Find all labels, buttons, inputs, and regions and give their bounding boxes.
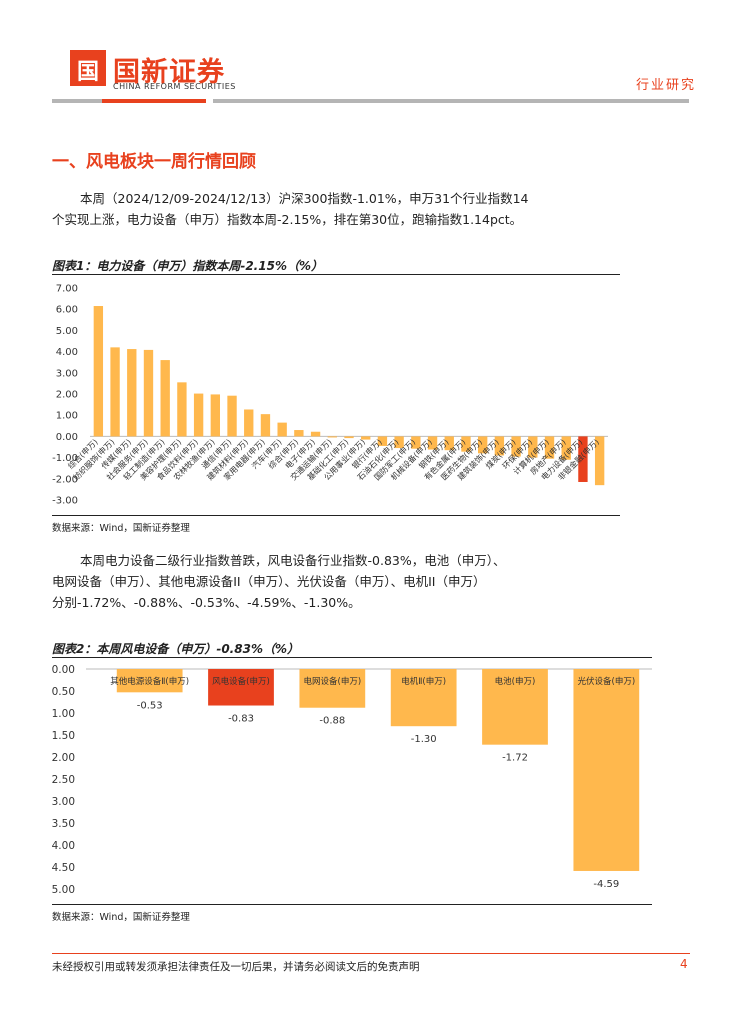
chart2: 0.00 -0.50 -1.00 -1.50 -2.00 -2.50 -3.00 -3.50 -… bbox=[52, 664, 652, 896]
chart2-category-label: 风电设备(申万) bbox=[212, 676, 270, 687]
section-label: 行业研究 bbox=[636, 78, 697, 93]
chart2-ytick-label: 0.00 bbox=[52, 664, 75, 676]
chart1-bar bbox=[344, 436, 354, 439]
chart1-ytick-label: -2.00 bbox=[52, 474, 78, 485]
chart1-ytick-label: 1.00 bbox=[56, 411, 78, 422]
chart1-bar bbox=[294, 430, 304, 437]
chart1-bar bbox=[310, 431, 321, 437]
chart1-ytick-label: -3.00 bbox=[52, 496, 78, 507]
chart1-ytick-label: 6.00 bbox=[56, 305, 78, 316]
figure2-title: 图表2：本周风电设备（申万）-0.83%（%） bbox=[52, 642, 299, 656]
chart1-bar bbox=[143, 349, 154, 437]
header-divider-accent bbox=[102, 99, 206, 103]
chart1-bar bbox=[210, 394, 221, 437]
chart1-ytick-label: 3.00 bbox=[56, 368, 78, 379]
header-divider-right bbox=[213, 99, 689, 103]
chart1-ytick-label: 5.00 bbox=[56, 326, 78, 337]
figure2-bottom-rule bbox=[52, 904, 652, 905]
chart2-bar bbox=[299, 669, 366, 708]
chart2-bar bbox=[208, 669, 274, 706]
chart1-bar bbox=[127, 349, 137, 437]
chart2-bar bbox=[116, 669, 183, 693]
chart1-bar bbox=[277, 422, 287, 437]
chart2-bar bbox=[482, 669, 548, 745]
chart2-value-label: -1.30 bbox=[411, 734, 437, 745]
chart2-value-label: -0.83 bbox=[228, 714, 254, 725]
figure1-bottom-rule bbox=[52, 515, 620, 516]
chart1-bar bbox=[594, 436, 605, 486]
chart2-category-label: 其他电源设备Ⅱ(申万) bbox=[110, 676, 189, 687]
chart2-category-label: 电网设备(申万) bbox=[304, 676, 362, 687]
chart1-bar bbox=[361, 436, 371, 440]
figure1-source: 数据来源：Wind，国新证券整理 bbox=[52, 523, 190, 534]
chart2-category-label: 电池(申万) bbox=[495, 676, 536, 687]
chart2-ytick-label: -1.00 bbox=[52, 708, 75, 720]
chart1-bar bbox=[193, 393, 204, 437]
chart2-value-label: -1.72 bbox=[502, 753, 528, 764]
chart2-category-label: 电机Ⅱ(申万) bbox=[401, 676, 446, 687]
chart1-ytick-label: 2.00 bbox=[56, 390, 78, 401]
chart1-bar bbox=[244, 409, 254, 437]
chart1-bar bbox=[561, 436, 571, 460]
chart1-bar bbox=[394, 436, 404, 449]
chart1-bar bbox=[461, 436, 471, 452]
footer-divider bbox=[52, 953, 690, 954]
figure2-source: 数据来源：Wind，国新证券整理 bbox=[52, 912, 190, 923]
header-divider-left bbox=[52, 99, 102, 103]
chart1-bar bbox=[327, 436, 337, 438]
chart1-ytick-label: -1.00 bbox=[52, 453, 78, 464]
chart2-bar bbox=[573, 669, 640, 871]
chart1-bar bbox=[411, 436, 421, 449]
chart1-bar bbox=[528, 436, 538, 458]
logo-glyph: 国 bbox=[76, 60, 99, 85]
company-name-cn: 国新证券 bbox=[113, 57, 225, 88]
chart2-ytick-label: -3.00 bbox=[52, 796, 75, 808]
chart1-ytick-label: 7.00 bbox=[56, 284, 78, 295]
figure1-title: 图表1：电力设备（申万）指数本周-2.15%（%） bbox=[52, 259, 323, 273]
chart2-ytick-label: -0.50 bbox=[52, 686, 75, 698]
chart1-bar bbox=[377, 436, 388, 446]
section-title: 一、风电板块一周行情回顾 bbox=[52, 152, 256, 172]
chart1-bar bbox=[110, 347, 120, 437]
chart1-bar bbox=[494, 436, 505, 456]
chart1-bar bbox=[444, 436, 454, 451]
company-name-en: CHINA REFORM SECURITIES bbox=[113, 82, 236, 91]
chart1-bar bbox=[260, 414, 271, 437]
chart2-value-label: -4.59 bbox=[593, 879, 619, 890]
paragraph2-line1: 本周电力设备二级行业指数普跌，风电设备行业指数-0.83%，电池（申万）、 bbox=[80, 553, 506, 568]
chart1: 7.00 6.00 5.00 4.00 3.00 2.00 1.00 0.00 -1.00 -2.… bbox=[52, 284, 608, 507]
chart1-bar bbox=[227, 395, 237, 437]
chart2-ytick-label: -3.50 bbox=[52, 818, 75, 830]
paragraph2-line3: 分别-1.72%、-0.88%、-0.53%、-4.59%、-1.30%。 bbox=[52, 595, 361, 610]
chart1-bar bbox=[177, 382, 187, 437]
paragraph1-line2: 个实现上涨，电力设备（申万）指数本周-2.15%，排在第30位，跑输指数1.14… bbox=[52, 212, 523, 227]
footer-disclaimer: 未经授权引用或转发须承担法律责任及一切后果，并请务必阅读文后的免责声明 bbox=[52, 961, 420, 973]
figure1-top-rule bbox=[52, 274, 620, 275]
chart1-bar bbox=[427, 436, 438, 450]
chart2-ytick-label: -4.00 bbox=[52, 840, 75, 852]
chart2-category-label: 光伏设备(申万) bbox=[578, 676, 636, 687]
chart1-bar bbox=[93, 306, 104, 437]
paragraph1-line1: 本周（2024/12/09-2024/12/13）沪深300指数-1.01%，申… bbox=[80, 191, 529, 206]
chart2-ytick-label: -5.00 bbox=[52, 884, 75, 896]
company-logo-icon: 国 bbox=[70, 50, 106, 86]
chart2-ytick-label: -4.50 bbox=[52, 862, 75, 874]
chart2-ytick-label: -2.50 bbox=[52, 774, 75, 786]
chart1-bar bbox=[511, 436, 521, 457]
chart1-bar bbox=[160, 360, 170, 437]
chart1-bar bbox=[578, 436, 588, 482]
chart2-ytick-label: -1.50 bbox=[52, 730, 75, 742]
chart1-bar bbox=[544, 436, 555, 459]
paragraph2-line2: 电网设备（申万）、其他电源设备II（申万）、光伏设备（申万）、电机II（申万） bbox=[52, 574, 486, 589]
chart2-ytick-label: -2.00 bbox=[52, 752, 75, 764]
chart2-value-label: -0.53 bbox=[137, 700, 163, 711]
chart2-bar bbox=[390, 669, 457, 727]
chart2-value-label: -0.88 bbox=[319, 716, 345, 727]
chart1-ytick-label: 4.00 bbox=[56, 347, 78, 358]
chart1-ytick-label: 0.00 bbox=[56, 432, 78, 443]
chart1-bar bbox=[477, 436, 488, 454]
figure2-top-rule bbox=[52, 657, 652, 658]
page-number: 4 bbox=[680, 957, 688, 971]
